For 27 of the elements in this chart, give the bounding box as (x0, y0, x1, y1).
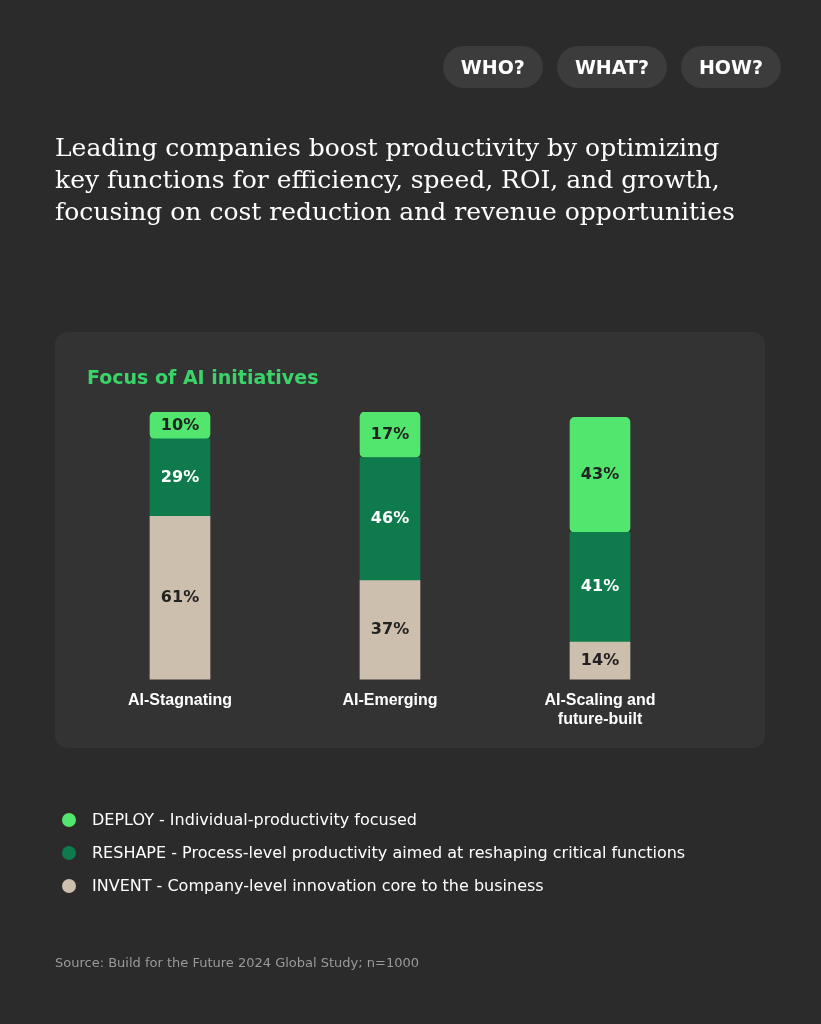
text: WHAT? (556, 46, 667, 88)
bar (359, 580, 421, 680)
x-tick-label: AI-Stagnating (128, 690, 232, 708)
bar (569, 417, 631, 533)
data-label: 37% (370, 619, 410, 639)
legend-label: INVENT - Company-level innovation core to the business (92, 876, 544, 895)
source-note: Source: Build for the Future 2024 Global Study; n=1000 (55, 955, 420, 970)
legend-label: DEPLOY - Individual-productivity focused (92, 810, 417, 829)
x-tick-label: AI-Scaling and future-built (544, 690, 656, 727)
data-label: 14% (580, 650, 620, 670)
data-label: 17% (370, 423, 410, 443)
data-label: 43% (580, 464, 620, 484)
chart-title: Leading companies boost productivity by optimizing key functions for efficiency, speed, ROI, and growth, focusing on cost reduction and revenue opportunities (55, 132, 736, 228)
bar (149, 516, 211, 680)
legend-label: RESHAPE - Process-level productivity aimed at reshaping critical functions (92, 843, 686, 862)
data-label: 46% (370, 508, 410, 528)
chart-subtitle: Focus of AI initiatives (87, 366, 319, 388)
bar (569, 532, 631, 643)
data-label: 41% (580, 576, 620, 596)
x-tick-label: AI-Emerging (342, 690, 438, 708)
data-label: 29% (160, 466, 200, 486)
bar (359, 457, 421, 581)
bar (149, 438, 211, 517)
text: HOW? (680, 46, 781, 88)
data-label: 10% (160, 414, 200, 434)
data-label: 61% (160, 587, 200, 607)
text: WHO? (442, 46, 543, 88)
